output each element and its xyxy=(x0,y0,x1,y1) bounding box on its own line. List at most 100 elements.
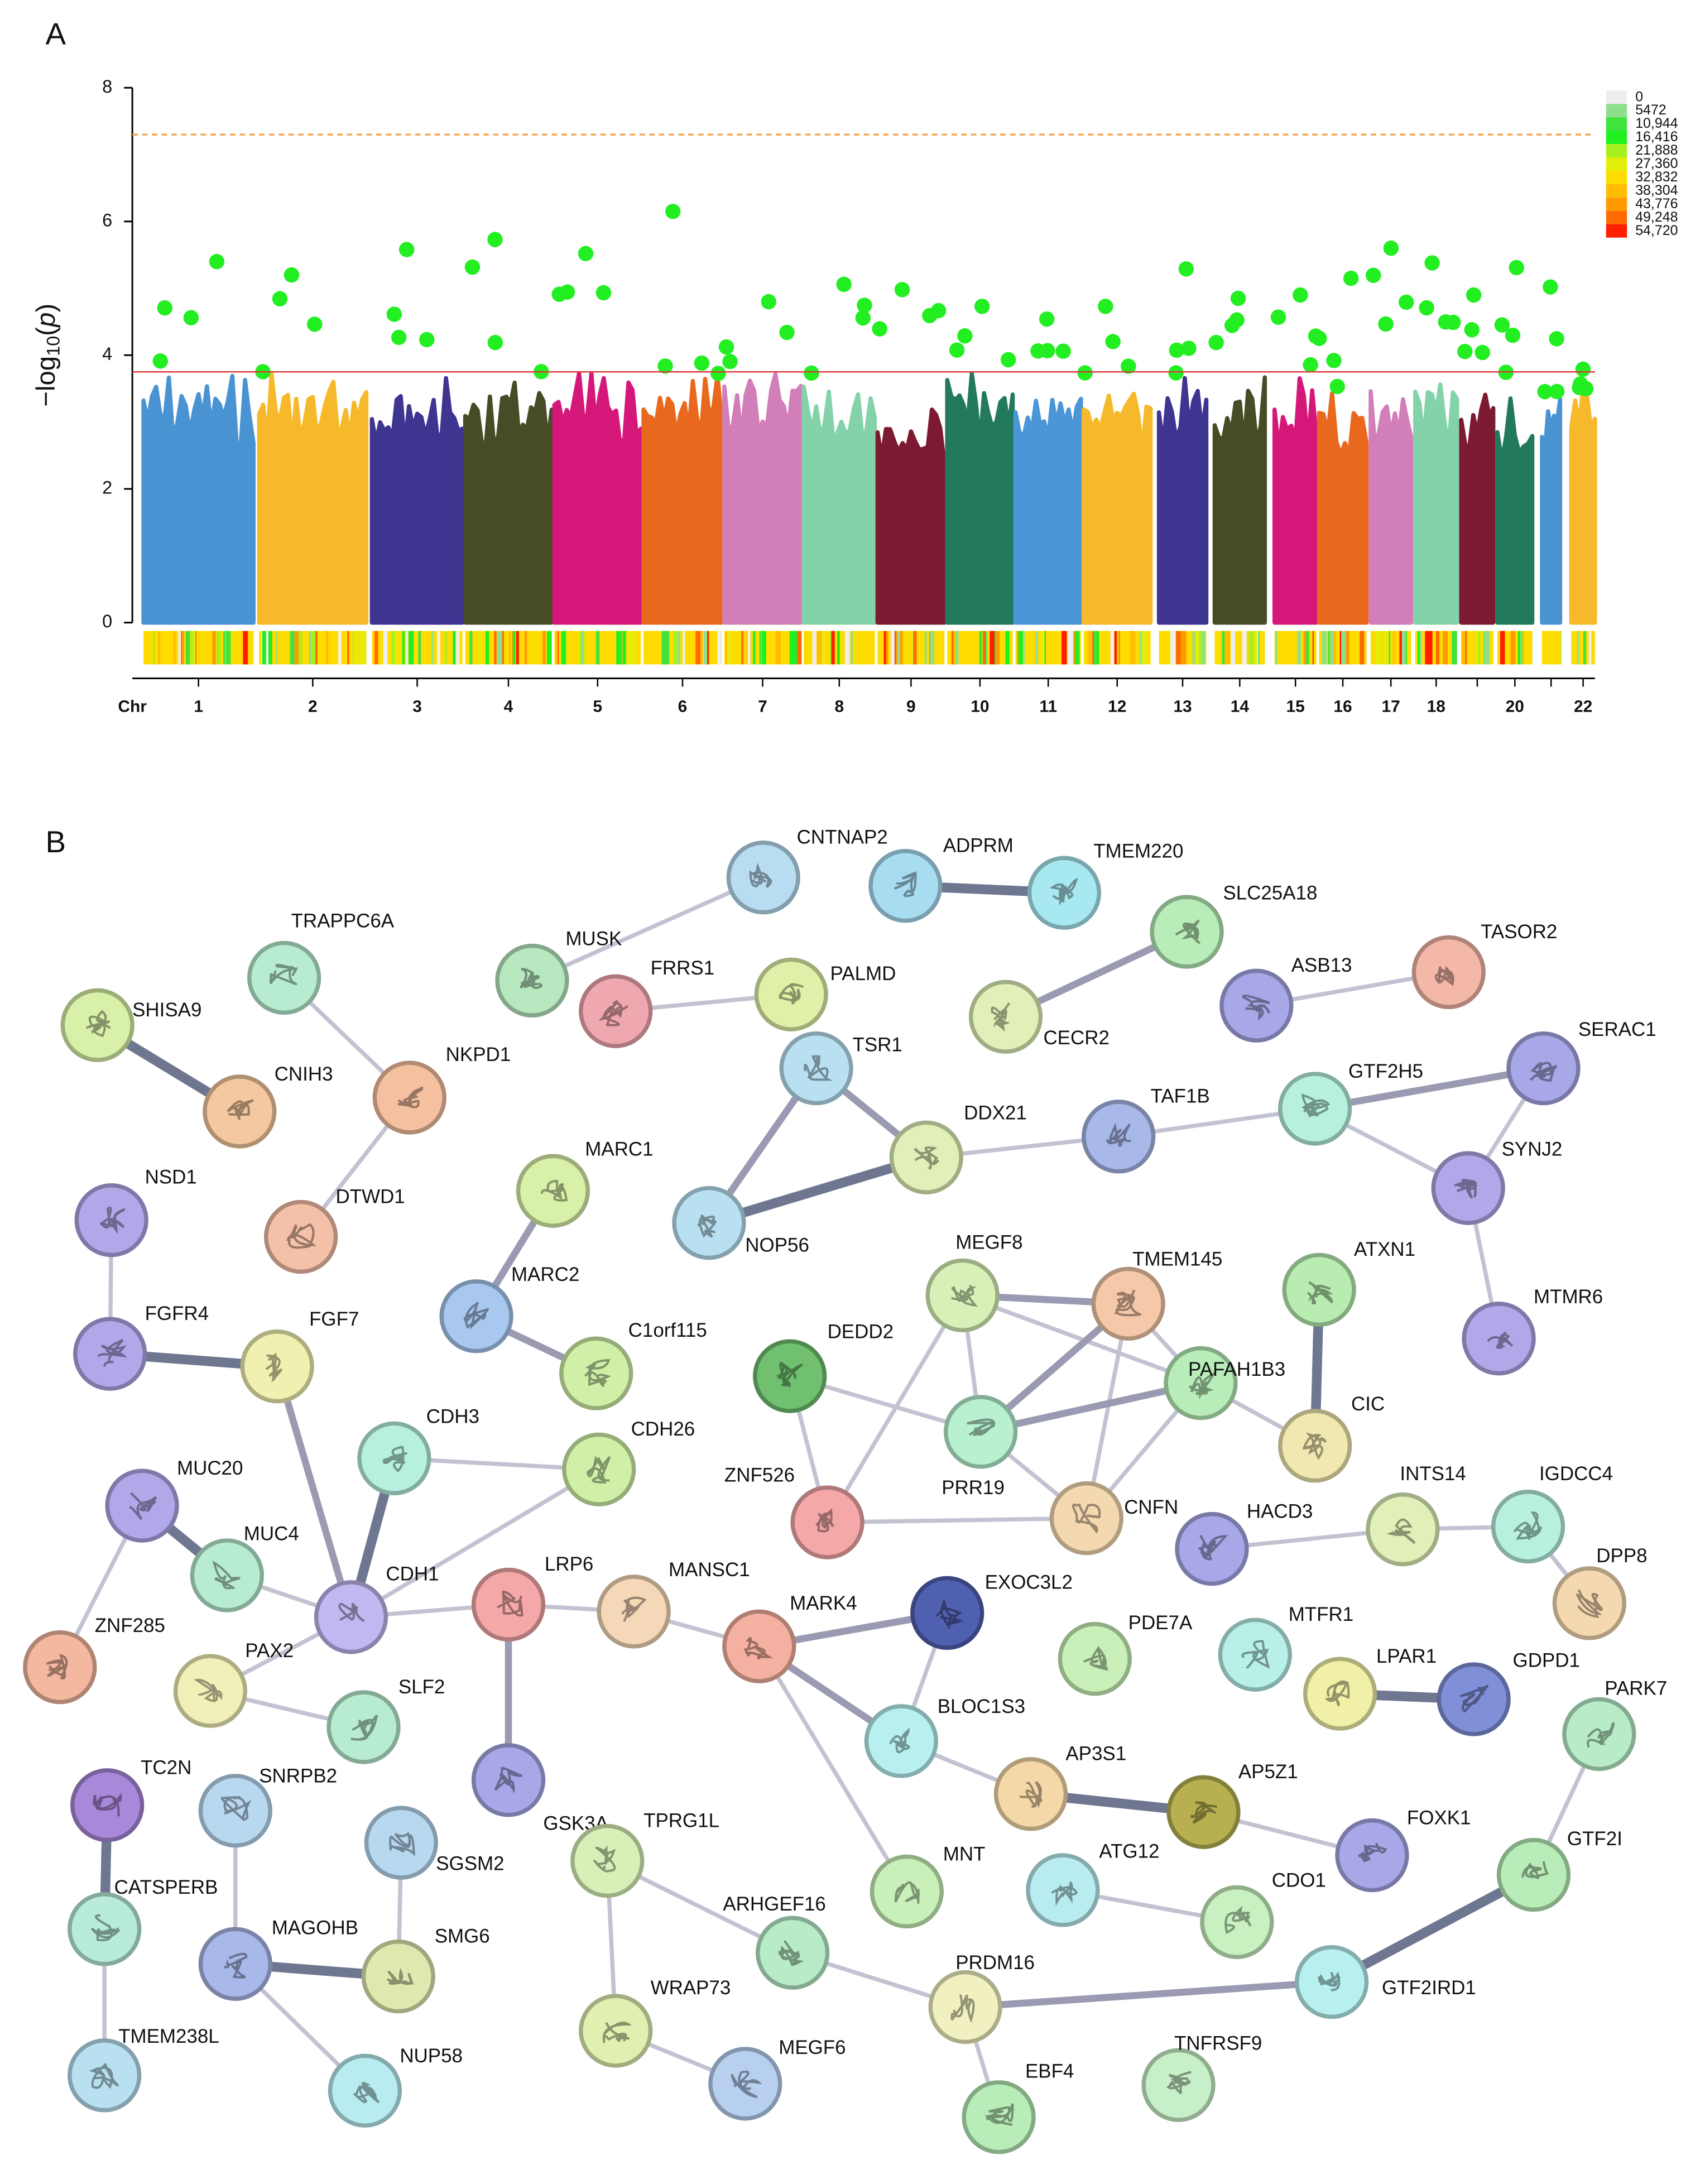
density-stripe xyxy=(595,631,600,665)
protein-node xyxy=(1058,1622,1132,1696)
density-stripe xyxy=(1096,631,1099,665)
peak-point xyxy=(1383,240,1399,256)
density-stripe xyxy=(1023,631,1025,665)
chromosome-points xyxy=(1495,396,1535,625)
density-stripe xyxy=(792,631,798,665)
y-axis-label: −log10(p) xyxy=(31,304,63,407)
protein-node xyxy=(779,1031,853,1106)
protein-label: ASB13 xyxy=(1291,954,1352,976)
protein-label: TMEM145 xyxy=(1132,1249,1222,1270)
peak-cluster xyxy=(1457,344,1473,359)
protein-label: DDX21 xyxy=(964,1102,1027,1124)
peak-cluster xyxy=(1326,353,1342,368)
density-stripe xyxy=(1510,631,1516,665)
density-stripe xyxy=(1341,631,1346,665)
protein-structure xyxy=(1324,1680,1350,1707)
chromosome-points xyxy=(1013,396,1083,625)
protein-structure xyxy=(1175,919,1201,944)
legend-swatch xyxy=(1606,210,1627,224)
peak-cluster xyxy=(1549,331,1564,347)
peak-cluster xyxy=(1366,267,1381,284)
protein-label: MUSK xyxy=(565,928,622,950)
density-stripe xyxy=(311,631,316,665)
protein-structure xyxy=(1587,1722,1615,1748)
density-stripe xyxy=(524,631,527,665)
density-stripe xyxy=(1443,631,1448,665)
y-tick-label: 8 xyxy=(102,76,112,97)
density-stripe xyxy=(431,631,434,665)
protein-label: AP5Z1 xyxy=(1238,1761,1298,1783)
density-stripe xyxy=(1224,631,1230,665)
density-stripe xyxy=(1375,631,1381,665)
density-stripe xyxy=(1523,631,1525,665)
protein-label: CDH3 xyxy=(426,1406,479,1428)
density-stripe xyxy=(1068,631,1073,665)
peak-point xyxy=(974,299,990,314)
density-stripe xyxy=(769,631,772,665)
density-stripe xyxy=(1384,631,1390,665)
density-stripe xyxy=(582,631,584,665)
protein-label: TRAPPC6A xyxy=(291,910,395,932)
protein-node xyxy=(870,1854,944,1929)
density-stripe xyxy=(1087,631,1093,665)
peak-point xyxy=(1575,361,1591,377)
protein-label: SYNJ2 xyxy=(1502,1139,1563,1160)
peak-point xyxy=(1039,311,1055,327)
network-edge xyxy=(960,1293,1203,1385)
protein-structure xyxy=(1106,1122,1131,1147)
peak-cluster xyxy=(595,285,612,301)
peak-point xyxy=(578,246,594,262)
protein-node xyxy=(70,1768,145,1842)
x-tick-label: 22 xyxy=(1574,698,1592,716)
protein-label: SGSM2 xyxy=(436,1853,504,1875)
protein-label: MTMR6 xyxy=(1534,1286,1603,1308)
protein-structure xyxy=(889,1727,910,1754)
density-stripe xyxy=(1117,631,1120,665)
density-stripe xyxy=(497,631,502,665)
density-stripe xyxy=(1309,631,1313,665)
peak-cluster xyxy=(1121,358,1136,374)
protein-structure xyxy=(598,1000,628,1026)
peak-cluster xyxy=(1181,340,1197,356)
peak-cluster xyxy=(152,353,169,369)
peak-cluster xyxy=(722,354,738,369)
protein-structure xyxy=(775,1361,803,1388)
peak-cluster xyxy=(1537,383,1553,400)
panel-label: A xyxy=(46,16,66,51)
protein-structure xyxy=(1317,1971,1341,1991)
legend-swatch xyxy=(1606,157,1627,171)
protein-node xyxy=(722,1609,796,1683)
protein-structure xyxy=(1521,1861,1549,1879)
protein-node xyxy=(1200,1885,1274,1959)
density-stripe xyxy=(781,631,787,665)
protein-label: ZNF526 xyxy=(724,1465,795,1486)
density-stripe xyxy=(789,631,794,665)
density-stripe xyxy=(1428,631,1433,665)
protein-label: CDH1 xyxy=(386,1563,439,1585)
protein-label: PRR19 xyxy=(942,1477,1005,1499)
protein-structure xyxy=(815,1508,834,1533)
protein-structure xyxy=(593,1845,616,1873)
peak-cluster xyxy=(957,328,973,344)
legend-label: 21,888 xyxy=(1635,142,1678,158)
protein-node xyxy=(1335,1818,1409,1893)
density-stripe xyxy=(178,631,181,665)
peak-point xyxy=(398,242,415,257)
density-stripe xyxy=(1420,631,1423,665)
protein-label: CATSPERB xyxy=(114,1876,218,1898)
density-stripe xyxy=(1588,631,1592,665)
density-stripe xyxy=(1392,631,1395,665)
protein-label: TPRG1L xyxy=(643,1809,719,1831)
density-stripe xyxy=(379,631,382,665)
density-stripe xyxy=(153,631,155,665)
density-stripe xyxy=(983,631,986,665)
protein-structure xyxy=(1529,1062,1557,1082)
density-stripe xyxy=(406,631,409,665)
protein-structure xyxy=(85,1010,111,1038)
peak-cluster xyxy=(1303,357,1318,373)
x-tick-label: 14 xyxy=(1231,698,1250,716)
density-stripe xyxy=(510,631,512,665)
protein-label: MEGF6 xyxy=(779,2037,846,2058)
chromosome-points xyxy=(552,371,643,625)
protein-structure xyxy=(1576,1589,1603,1619)
